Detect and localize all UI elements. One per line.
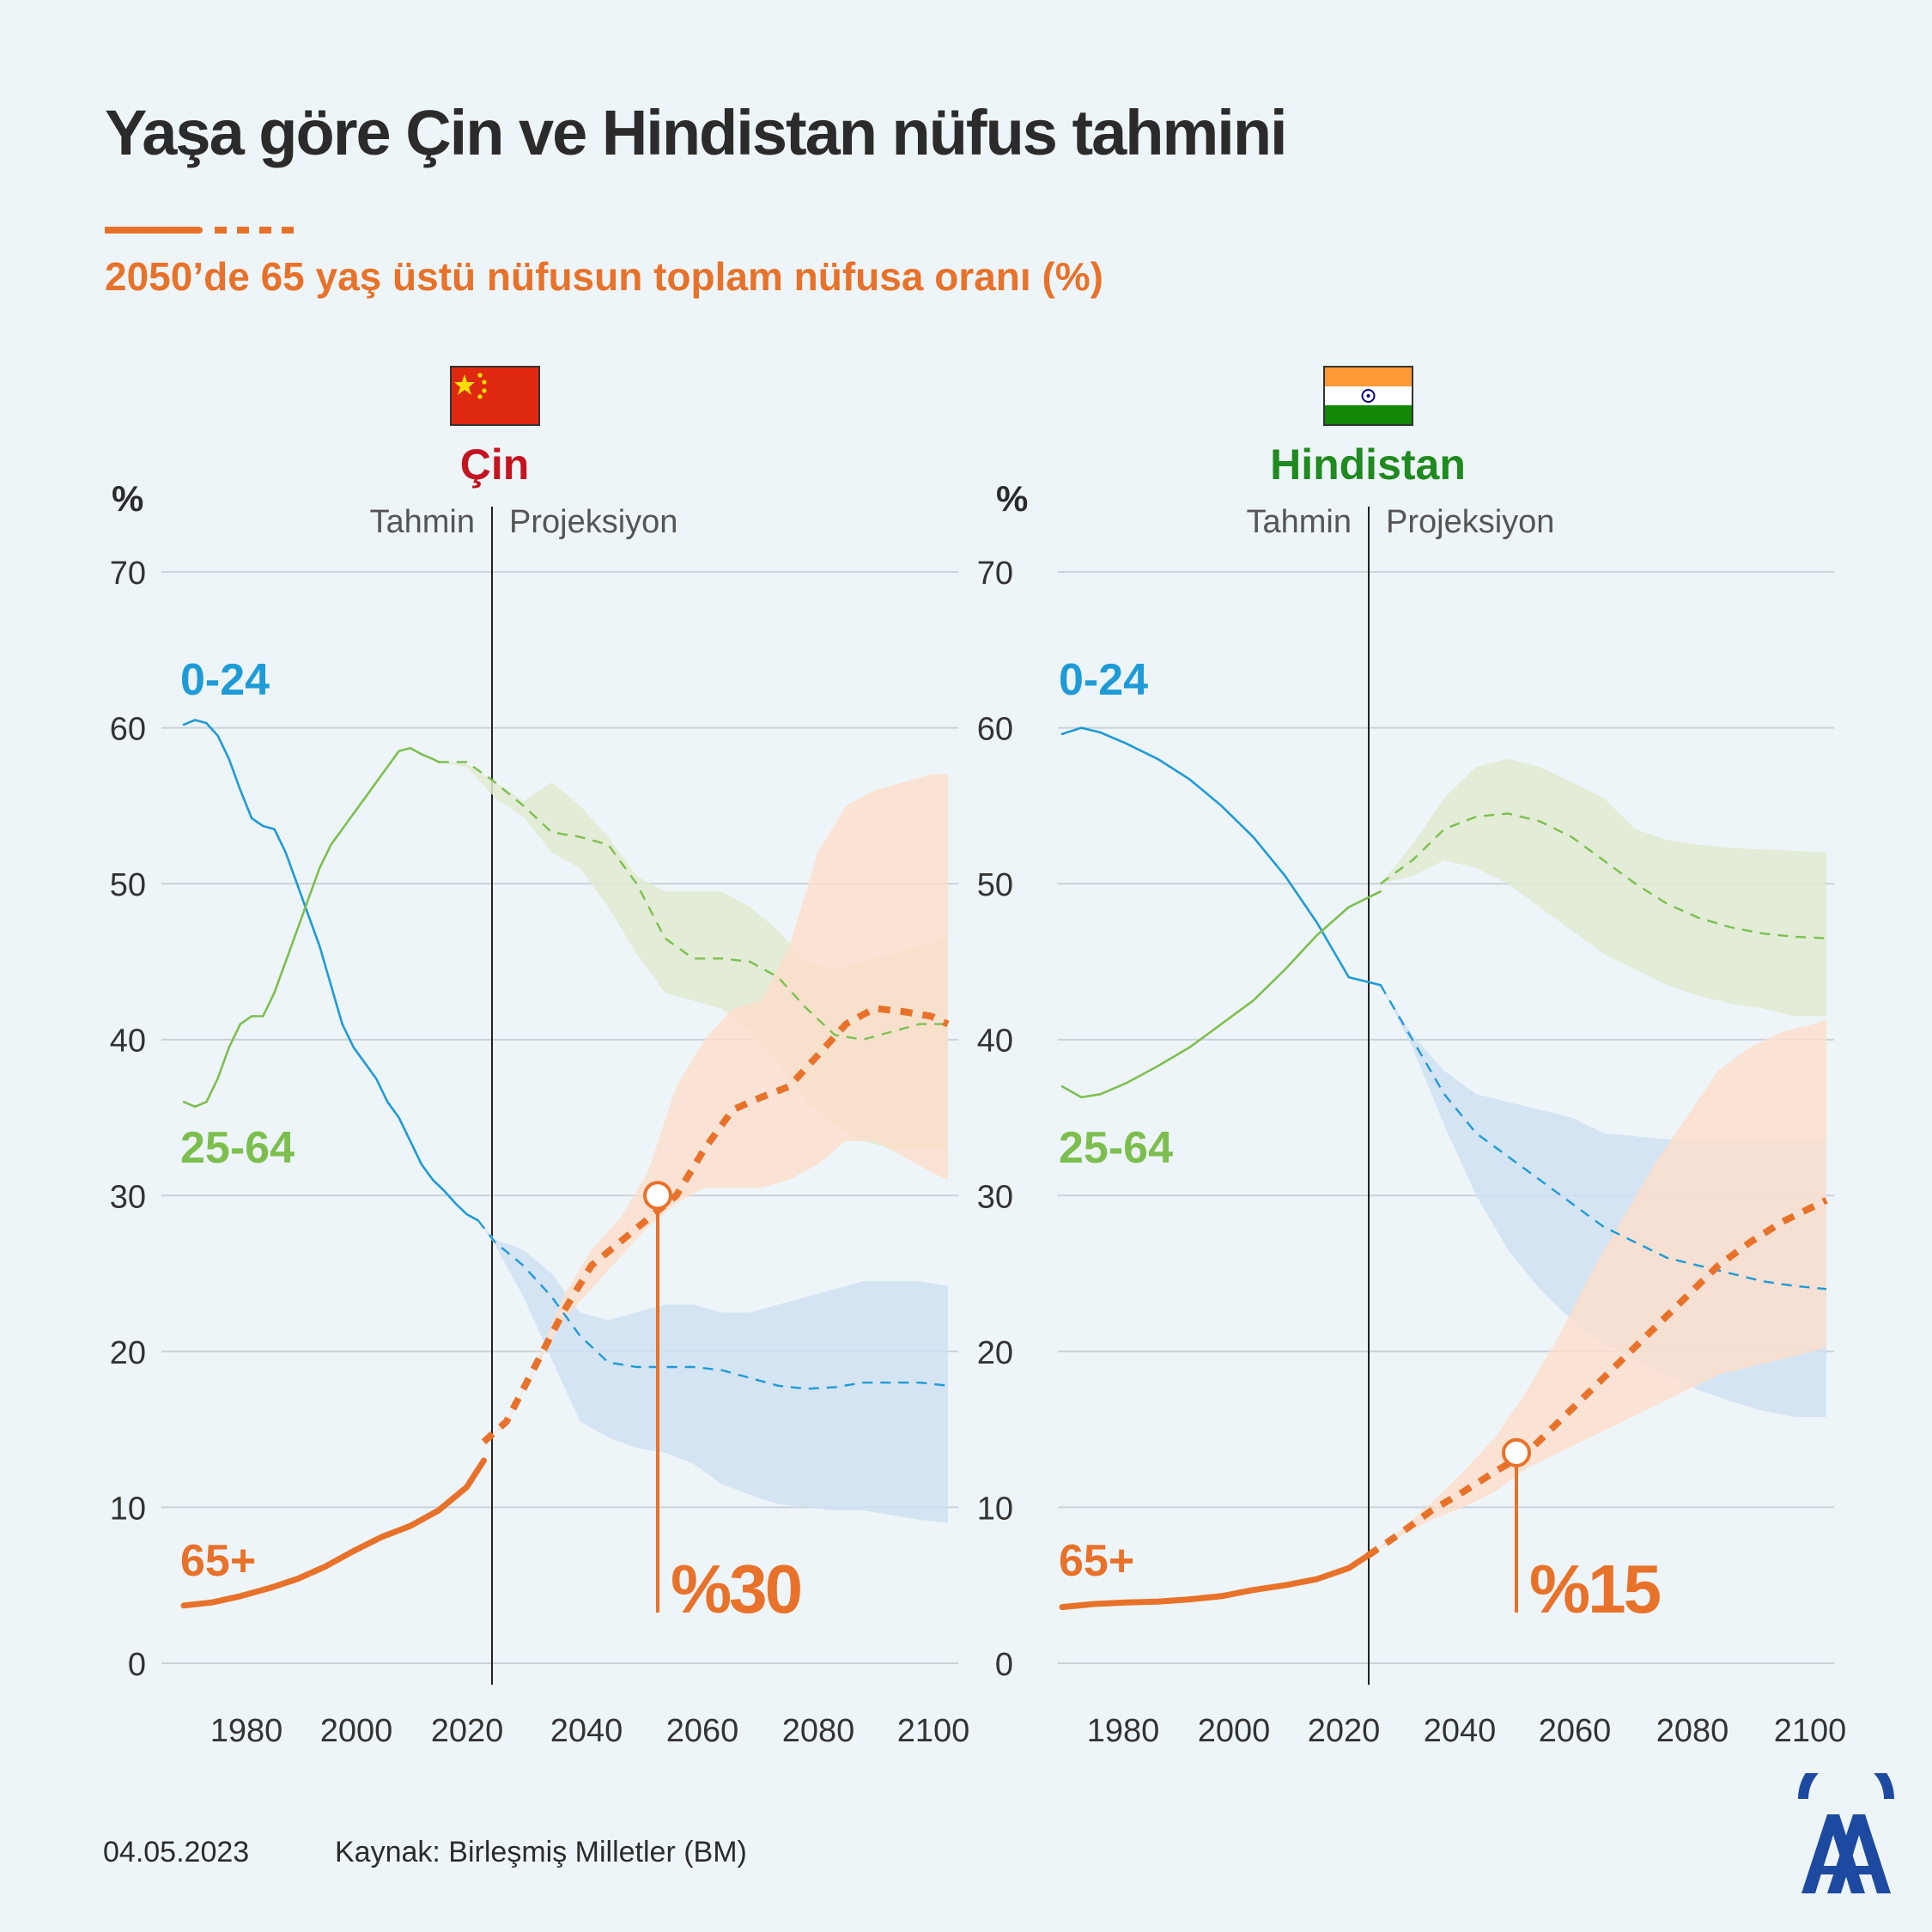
- x-tick-label: 2040: [1424, 1713, 1497, 1749]
- y-unit-label: %: [996, 478, 1028, 519]
- y-tick-label: 70: [977, 556, 1013, 592]
- x-tick-label: 2020: [1308, 1713, 1381, 1749]
- x-tick-label: 1980: [210, 1713, 283, 1749]
- series-projection-65+: [481, 1005, 950, 1445]
- x-tick-label: 2060: [666, 1713, 739, 1749]
- y-tick-label: 60: [977, 712, 1013, 748]
- x-tick-label: 2000: [1198, 1713, 1271, 1749]
- x-tick-label: 2060: [1539, 1713, 1612, 1749]
- series-label: 25-64: [1059, 1123, 1173, 1173]
- split-label-projection: Projeksiyon: [1386, 504, 1554, 540]
- china-chart: Çin % 0 10 20 30 40 50 60 70 1980 2000 2020 2040 206…: [110, 366, 970, 1749]
- band-65+: [483, 775, 948, 1443]
- y-tick-label: 20: [110, 1335, 146, 1371]
- series-estimate-65+: [1059, 1552, 1371, 1611]
- series-estimate-65+: [180, 1457, 487, 1609]
- y-tick-label: 50: [110, 867, 146, 903]
- series-estimate-0-24: [1060, 726, 1382, 987]
- series-projection-0-24: [1379, 984, 1827, 1291]
- y-tick-label: 40: [110, 1024, 146, 1060]
- y-tick-label: 20: [977, 1335, 1013, 1371]
- subtitle: 2050’de 65 yaş üstü nüfusun toplam nüfus…: [105, 254, 1104, 299]
- series-estimate-25-64: [182, 746, 440, 1109]
- india-flag: [1323, 366, 1413, 426]
- y-tick-label: 10: [110, 1491, 146, 1527]
- band-65+: [1368, 1019, 1826, 1556]
- footer-date: 04.05.2023: [103, 1836, 250, 1868]
- series-projection-65+: [1365, 1197, 1828, 1559]
- page-title: Yaşa göre Çin ve Hindistan nüfus tahmini: [105, 97, 1288, 168]
- split-label-estimate: Tahmin: [1247, 504, 1352, 540]
- china-flag: [450, 366, 540, 426]
- x-tick-label: 2100: [1774, 1713, 1847, 1749]
- x-tick-label: 2020: [431, 1713, 504, 1749]
- y-tick-label: 10: [977, 1491, 1013, 1527]
- highlight-label: %30: [671, 1551, 801, 1627]
- split-label-estimate: Tahmin: [370, 504, 476, 540]
- y-tick-label: 0: [995, 1647, 1013, 1683]
- highlight-marker: [643, 1181, 672, 1211]
- highlight-marker: [1502, 1437, 1531, 1467]
- aa-logo-icon: [1798, 1773, 1894, 1893]
- series-label: 0-24: [180, 655, 270, 705]
- series-label: 25-64: [180, 1123, 295, 1173]
- series-projection-25-64: [438, 761, 948, 1041]
- y-tick-label: 0: [128, 1647, 146, 1683]
- country-title: Hindistan: [1270, 440, 1466, 489]
- y-tick-label: 30: [110, 1179, 146, 1215]
- series-projection-25-64: [1380, 812, 1827, 939]
- x-tick-label: 2040: [550, 1713, 623, 1749]
- y-tick-label: 30: [977, 1179, 1013, 1215]
- series-label: 65+: [180, 1536, 256, 1586]
- series-estimate-25-64: [1060, 890, 1382, 1099]
- band-0-24: [477, 1220, 948, 1523]
- footer-source: Kaynak: Birleşmiş Milletler (BM): [335, 1836, 747, 1868]
- y-tick-label: 40: [977, 1024, 1013, 1060]
- x-tick-label: 2100: [897, 1713, 970, 1749]
- country-title: Çin: [460, 440, 530, 489]
- series-label: 0-24: [1059, 655, 1148, 705]
- y-tick-label: 70: [110, 556, 146, 592]
- x-tick-label: 2000: [320, 1713, 393, 1749]
- split-label-projection: Projeksiyon: [509, 504, 677, 540]
- band-25-64: [1380, 758, 1826, 1017]
- x-tick-label: 2080: [1656, 1713, 1729, 1749]
- x-tick-label: 2080: [782, 1713, 855, 1749]
- legend-line-icon: [105, 227, 294, 234]
- y-tick-label: 50: [977, 867, 1013, 903]
- series-projection-0-24: [477, 1219, 949, 1390]
- india-chart: Hindistan % 0 10 20 30 40 50 60 70 1980 2000 2020 2…: [977, 366, 1847, 1749]
- series-label: 65+: [1059, 1536, 1134, 1586]
- y-unit-label: %: [112, 478, 143, 519]
- y-tick-label: 60: [110, 712, 146, 748]
- x-tick-label: 1980: [1087, 1713, 1160, 1749]
- highlight-label: %15: [1529, 1551, 1661, 1627]
- series-estimate-0-24: [182, 719, 480, 1222]
